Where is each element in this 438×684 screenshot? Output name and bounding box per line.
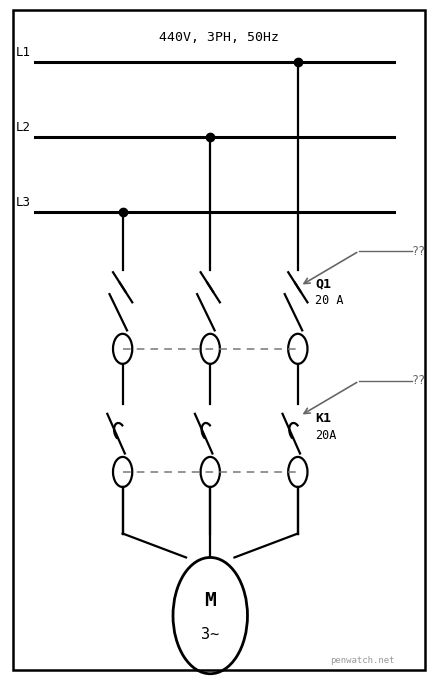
Text: ??: ?? xyxy=(412,244,426,258)
Text: 20A: 20A xyxy=(315,428,337,442)
Text: 20 A: 20 A xyxy=(315,294,344,308)
Text: K1: K1 xyxy=(315,412,332,425)
Text: M: M xyxy=(205,591,216,610)
Text: L1: L1 xyxy=(16,46,31,59)
Text: ??: ?? xyxy=(412,374,426,388)
Text: Q1: Q1 xyxy=(315,277,332,291)
Text: 440V, 3PH, 50Hz: 440V, 3PH, 50Hz xyxy=(159,31,279,44)
Text: penwatch.net: penwatch.net xyxy=(330,656,394,665)
Text: L3: L3 xyxy=(16,196,31,209)
Text: L2: L2 xyxy=(16,121,31,134)
Text: 3∼: 3∼ xyxy=(201,627,219,642)
